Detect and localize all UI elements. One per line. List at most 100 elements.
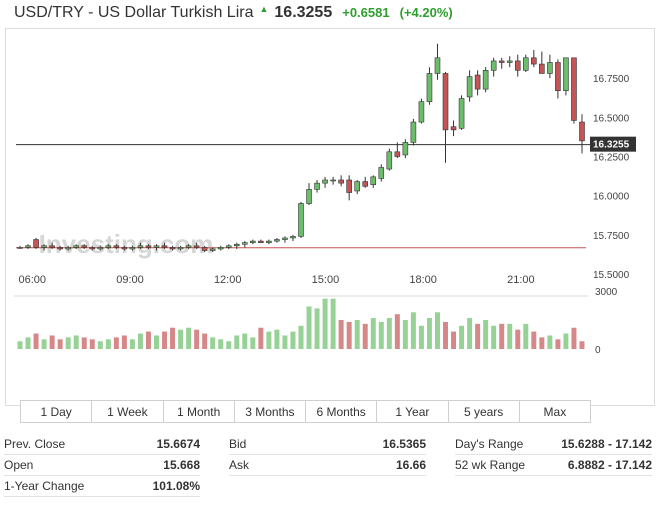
candle-body [258,240,264,243]
candle [362,176,369,188]
candle-body [81,245,88,248]
range-button-1-month[interactable]: 1 Month [164,401,235,422]
volume-bar [89,339,95,349]
volume-bar [402,320,408,349]
range-selector: 1 Day 1 Week 1 Month 3 Months 6 Months 1… [20,400,591,423]
candle-body [418,101,425,123]
candle-body [266,240,272,243]
time-tick-label: 12:00 [214,274,242,286]
candle-body [193,245,200,248]
candle-body [113,245,120,248]
candle-body [73,245,79,248]
candle-body [242,242,248,245]
stat-ask: Ask 16.66 [229,455,426,476]
time-tick-label: 09:00 [116,274,144,286]
last-price: 16.3255 [274,4,333,21]
stat-label: 52 wk Range [455,458,526,472]
stat-value: 15.668 [163,458,200,472]
volume-bar [41,339,47,349]
volume-bar [547,335,553,349]
candle [298,201,304,238]
candle-body [33,239,39,248]
candle-body [137,245,144,248]
candle-body [322,179,328,184]
candle-body [105,245,112,248]
candle-body [474,74,481,90]
volume-bar [539,337,545,349]
range-button-max[interactable]: Max [543,404,567,419]
stat-label: Bid [229,437,247,451]
volume-bar [507,323,513,349]
candle-body [298,203,304,237]
candle-body [25,245,31,248]
candle-body [89,247,96,250]
volume-tick-label: 0 [595,345,601,356]
stat-bid: Bid 16.5365 [229,434,426,455]
candle [145,244,152,249]
stat-label: Day's Range [455,437,524,451]
price-tick-label: 16.5000 [593,113,630,124]
current-price-tag-label: 16.3255 [593,140,630,151]
candlestick-chart[interactable]: Investing.com 15.5000 15.7500 16.0000 16.25… [6,29,656,407]
candle [370,175,377,188]
candle [73,244,79,249]
volume-bar [210,337,216,349]
volume-bar [274,329,280,349]
candle [89,245,96,251]
range-button-1-year[interactable]: 1 Year [377,401,449,422]
candle-body [185,245,192,248]
candle-body [522,57,529,71]
candle [65,245,71,251]
candle [282,236,288,243]
volume-bar [370,318,376,349]
price-change-percent: (+4.20%) [399,5,453,20]
time-tick-label: 18:00 [409,274,437,286]
candle [482,67,489,93]
range-button-5-years[interactable]: 5 years [449,401,520,422]
range-button-1-day[interactable]: 1 Day [21,401,93,422]
volume-bar [178,329,184,349]
candle-body [97,247,104,250]
candle [378,164,385,182]
volume-bar [443,321,448,349]
candle-body [482,70,489,90]
price-tick-label: 16.7500 [593,74,630,85]
candle-body [434,57,441,74]
candle-body [563,57,569,92]
chart-panel: Investing.com 15.5000 15.7500 16.0000 16.25… [5,28,656,423]
candle [193,242,200,249]
volume-bar [154,335,159,349]
range-button-1-week[interactable]: 1 Week [92,401,164,422]
candle-body [394,151,401,157]
candle [514,54,521,77]
candle [458,95,465,130]
candle [346,175,352,201]
candle [418,98,425,124]
candle [250,239,256,245]
candle [579,114,585,154]
candle [129,245,136,251]
stat-prev-close: Prev. Close 15.6674 [4,434,200,455]
range-button-6-months[interactable]: 6 Months [306,401,378,422]
volume-bar [65,337,71,349]
volume-bar [170,327,176,349]
volume-bar [338,320,344,349]
price-change: +0.6581 [342,5,390,20]
volume-bar [73,335,79,349]
volume-bar [330,298,336,349]
candle-body [330,179,336,182]
candle [410,118,417,146]
volume-bar [434,312,440,349]
volume-bar [475,323,481,349]
volume-bar [515,329,521,349]
candle-body [177,247,184,250]
candle-body [121,247,128,250]
stat-1-year-change: 1-Year Change 101.08% [4,476,200,497]
candle [474,70,481,96]
candle-body [370,176,377,186]
candle-body [579,121,585,142]
candle [330,176,336,185]
candle [266,239,272,245]
candle [161,242,168,249]
range-button-3-months[interactable]: 3 Months [235,401,306,422]
